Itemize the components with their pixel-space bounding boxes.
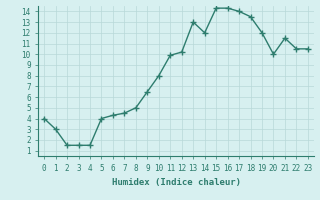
X-axis label: Humidex (Indice chaleur): Humidex (Indice chaleur) (111, 178, 241, 187)
